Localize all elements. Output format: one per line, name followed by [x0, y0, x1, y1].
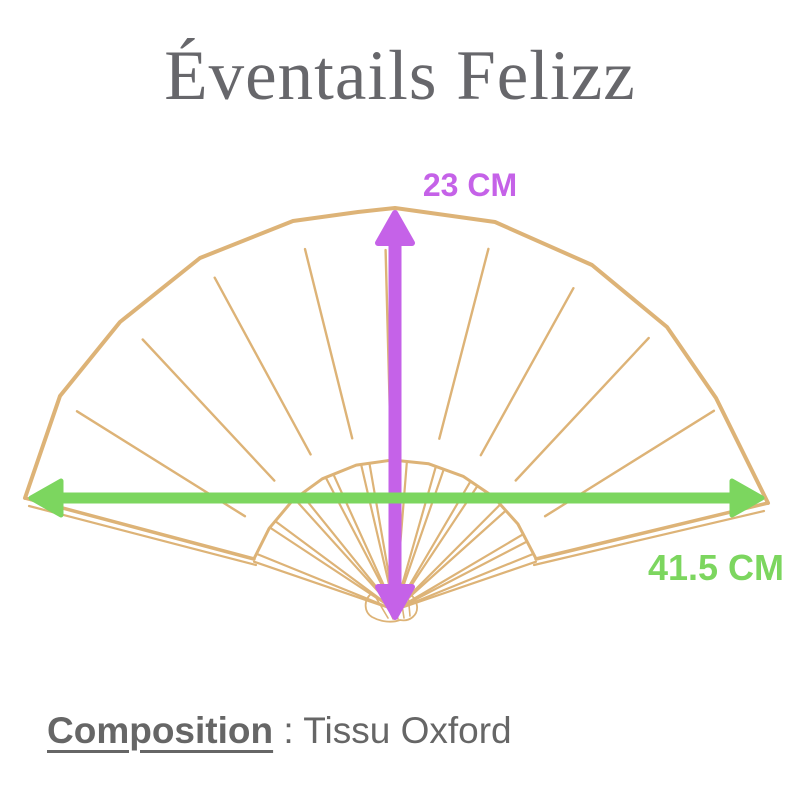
- composition-separator: :: [273, 710, 304, 751]
- composition-line: Composition : Tissu Oxford: [47, 710, 512, 752]
- width-measurement-label: 41.5 CM: [647, 547, 785, 588]
- width-arrow: [28, 478, 765, 518]
- height-measurement-label: 23 CM: [422, 167, 518, 203]
- composition-label: Composition: [47, 710, 274, 751]
- fan-upper-ribs: [75, 247, 716, 518]
- height-arrow: [375, 210, 415, 620]
- page-title: Éventails Felizz: [164, 37, 636, 115]
- composition-value: Tissu Oxford: [303, 710, 512, 751]
